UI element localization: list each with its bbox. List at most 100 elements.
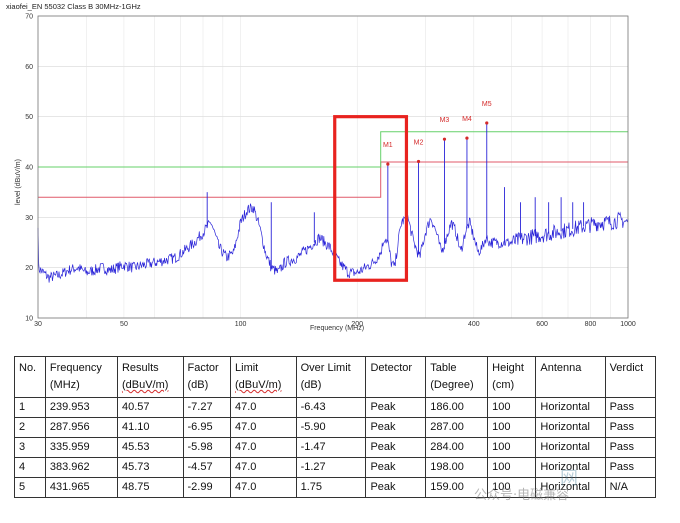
table-cell: Pass [604, 417, 657, 438]
table-cell: 45.73 [116, 457, 184, 478]
column-header: Factor (dB) [182, 356, 232, 398]
table-cell: 5 [14, 477, 46, 498]
column-header-title: Table [430, 362, 457, 374]
table-row: 2 287.956 41.10 -6.95 47.0 -5.90 Peak 287.00 100… [14, 417, 657, 438]
marker-dot [386, 162, 390, 166]
table-cell: 47.0 [230, 437, 297, 458]
table-cell: Peak [365, 417, 427, 438]
column-header-unit [19, 377, 41, 394]
y-tick-label: 40 [25, 165, 33, 172]
table-row: 1 239.953 40.57 -7.27 47.0 -6.43 Peak 186.00 100… [14, 397, 657, 418]
column-header-unit [370, 377, 421, 394]
table-cell: 383.962 [44, 457, 118, 478]
table-cell: 2 [14, 417, 46, 438]
column-header-unit [610, 377, 651, 394]
table-cell: -7.27 [182, 397, 232, 418]
column-header: Table (Degree) [425, 356, 489, 398]
table-cell: Horizontal [535, 397, 606, 418]
column-header: Antenna [535, 356, 606, 398]
x-tick-labels: 30 50 100 200 400 600 800 1000 [34, 321, 636, 328]
table-cell: 47.0 [230, 477, 297, 498]
plot-frame [37, 15, 629, 319]
table-row: 5 431.965 48.75 -2.99 47.0 1.75 Peak 159.00 100 H… [14, 477, 657, 498]
column-header: No. [14, 356, 46, 398]
table-cell: 100 [487, 477, 537, 498]
column-header-title: Factor [187, 362, 219, 374]
x-tick-label: 30 [34, 321, 42, 328]
table-cell: Horizontal [535, 417, 606, 438]
y-tick-label: 30 [25, 215, 33, 222]
y-tick-labels: 10 20 30 40 50 60 70 [25, 14, 33, 323]
y-tick-label: 70 [25, 14, 33, 21]
marker-dot [465, 136, 469, 140]
column-header-unit: (Degree) [430, 379, 474, 391]
column-header-title: Verdict [609, 362, 644, 374]
emission-chart: 10 20 30 40 50 60 70 30 50 100 200 400 600 800 1000 l… [15, 14, 636, 333]
x-tick-label: 600 [536, 321, 548, 328]
column-header-title: Antenna [540, 362, 582, 374]
column-header: Limit (dBuV/m) [230, 356, 297, 398]
table-cell: 1 [14, 397, 46, 418]
marker-dot [485, 121, 489, 125]
column-header-title: No. [19, 362, 37, 374]
column-header-unit: (cm) [492, 379, 515, 391]
margin-line [38, 131, 628, 168]
column-header-unit: (dB) [187, 379, 209, 391]
x-tick-label: 800 [585, 321, 597, 328]
table-cell: 47.0 [230, 457, 297, 478]
table-cell: -4.57 [182, 457, 232, 478]
table-cell: Peak [365, 397, 427, 418]
marker-dot [416, 159, 421, 164]
table-cell: -1.47 [295, 437, 367, 458]
table-cell: 186.00 [425, 397, 489, 418]
table-row: 3 335.959 45.53 -5.98 47.0 -1.47 Peak 284.00 100… [14, 437, 657, 458]
column-header-title: Limit [235, 362, 259, 374]
x-tick-label: 1000 [620, 321, 636, 328]
table-cell: Horizontal [535, 457, 606, 478]
marker-layer: M1 M2 M3 M4 M5 [333, 101, 492, 282]
table-cell: 100 [487, 417, 537, 438]
table-cell: 431.965 [44, 477, 118, 498]
measurement-trace [37, 203, 629, 283]
column-header-title: Detector [370, 362, 413, 374]
column-header-title: Height [492, 362, 524, 374]
y-tick-label: 50 [25, 114, 33, 121]
table-cell: 100 [487, 397, 537, 418]
table-cell: Peak [365, 437, 427, 458]
table-cell: Pass [604, 437, 657, 458]
marker-label: M1 [383, 142, 393, 149]
table-cell: 100 [487, 437, 537, 458]
table-cell: 287.956 [44, 417, 118, 438]
table-cell: Horizontal [535, 477, 606, 498]
x-tick-label: 400 [468, 321, 480, 328]
y-tick-label: 20 [25, 265, 33, 272]
column-header: Verdict [604, 356, 657, 398]
table-cell: Pass [604, 457, 657, 478]
column-header-title: Over Limit [300, 362, 351, 374]
table-cell: Peak [365, 457, 427, 478]
x-tick-label: 100 [235, 321, 247, 328]
table-cell: 198.00 [425, 457, 489, 478]
x-tick-label: 50 [120, 321, 128, 328]
table-cell: 287.00 [425, 417, 489, 438]
table-cell: 48.75 [116, 477, 184, 498]
highlight-box [333, 115, 409, 282]
marker-label: M4 [462, 116, 472, 123]
table-header-row: No. Frequency (MHz) Results (dBuV/m) Factor (… [14, 356, 657, 398]
table-cell: 159.00 [425, 477, 489, 498]
y-axis-label: level (dBuV/m) [15, 159, 22, 205]
column-header-unit: (dBuV/m) [235, 379, 282, 391]
series-layer [37, 122, 629, 283]
chart-title: xiaofei_EN 55032 Class B 30MHz-1GHz [6, 2, 141, 11]
limit-line [38, 161, 628, 198]
marker-dot [442, 137, 447, 141]
marker-label: M2 [414, 139, 424, 146]
table-cell: Peak [365, 477, 427, 498]
results-table: No. Frequency (MHz) Results (dBuV/m) Factor (… [14, 356, 657, 498]
marker-label: M5 [482, 101, 492, 108]
table-row: 4 383.962 45.73 -4.57 47.0 -1.27 Peak 198.00 100… [14, 457, 657, 478]
table-cell: Horizontal [535, 437, 606, 458]
y-tick-label: 10 [25, 316, 33, 323]
column-header: Detector [365, 356, 427, 398]
x-axis-label: Frequency (MHz) [310, 325, 364, 332]
